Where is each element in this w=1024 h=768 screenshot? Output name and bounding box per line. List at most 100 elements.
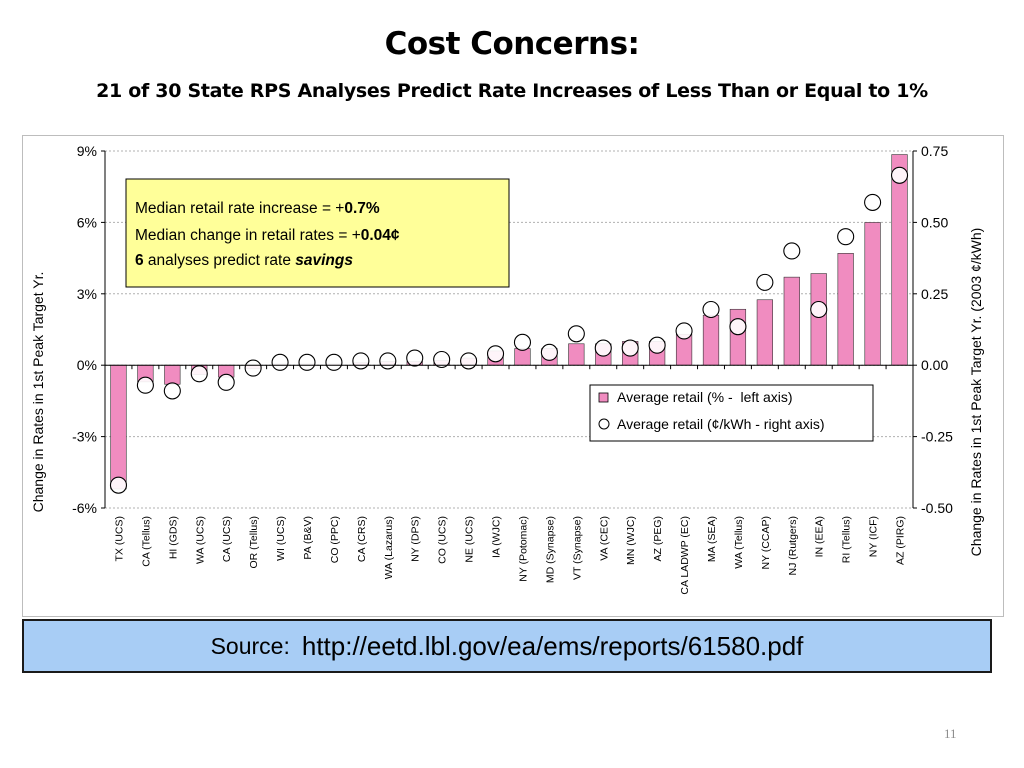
source-banner: Source: http://eetd.lbl.gov/ea/ems/repor… [22,619,992,673]
category-label: NY (DPS) [410,516,422,562]
data-point [486,345,505,363]
category-label: HI (GDS) [167,516,179,559]
data-point [810,300,828,319]
data-point [406,349,424,367]
y-tick-label: 9% [77,143,97,159]
category-label: CO (PPC) [329,516,341,563]
y2-tick-label: 0.00 [921,357,948,373]
bar [729,308,747,366]
annotation-line-1: Median retail rate increase = +0.7% [135,200,380,217]
category-label: AZ (PEG) [652,516,664,562]
category-label: MA (SEA) [706,516,718,562]
y2-tick-label: -0.50 [921,500,953,516]
source-link[interactable]: http://eetd.lbl.gov/ea/ems/reports/61580… [301,630,804,661]
data-point [675,322,693,340]
bar [756,299,773,366]
category-label: NJ (Rutgers) [787,516,799,576]
y2-tick-label: -0.25 [921,429,953,445]
data-point [783,242,801,260]
data-point [271,353,289,371]
data-point [702,300,720,319]
data-point [217,373,235,391]
bar [810,273,827,366]
y-tick-label: 0% [77,357,97,373]
y-axis-label: Change in Rates in 1st Peak Target Yr. [30,272,46,513]
category-label: CO (UCS) [437,516,449,564]
bar [702,314,720,366]
data-point [379,352,397,370]
category-label: CA (Tellus) [140,516,152,567]
data-point [190,365,208,383]
data-point [352,352,370,370]
data-point [648,336,666,354]
bar [783,276,800,366]
bar-chart: 9% 6% 3% 0% -3% -6% 0.75 0.50 0.25 0.00 -0.25 -0.50… [30,143,984,595]
data-point [756,273,774,291]
annotation-line-2: Median change in retail rates = +0.04¢ [135,227,400,244]
category-label: WA (UCS) [194,516,206,564]
y-tick-label: -6% [72,500,97,516]
data-point [244,359,262,377]
legend-circle-swatch [598,418,610,430]
y2-tick-label: 0.25 [921,286,948,302]
category-label: CA LADWP (EC) [679,516,691,595]
slide-subtitle: 21 of 30 State RPS Analyses Predict Rate… [96,80,928,102]
legend-item-bars: Average retail (% - left axis) [617,389,793,405]
legend-bar-swatch [598,392,609,403]
data-point [621,339,639,357]
slide-title: Cost Concerns: [384,26,640,62]
category-label: IN (EEA) [814,516,826,557]
data-point [837,228,855,246]
data-point [433,350,451,369]
data-point [567,325,585,343]
chart-container: 9% 6% 3% 0% -3% -6% 0.75 0.50 0.25 0.00 -0.25 -0.50… [22,135,1004,617]
category-label: WA (Lazarus) [383,516,395,579]
data-point [890,166,909,184]
data-point [540,343,558,361]
legend-item-circles: Average retail (¢/kWh - right axis) [617,416,824,432]
data-point [298,353,316,371]
category-label: NE (UCS) [464,516,476,563]
source-label: Source: [210,632,290,659]
data-point [325,353,343,371]
y-tick-label: -3% [72,429,97,445]
data-point [513,333,532,351]
category-label: CA (CRS) [356,516,368,562]
category-label: PA (B&V) [302,516,314,560]
data-point [729,318,747,336]
bar [110,364,127,490]
bar [514,348,531,366]
y2-tick-label: 0.50 [921,214,948,230]
data-point [594,339,612,357]
bar [837,253,854,366]
category-label: WA (Tellus) [733,516,745,569]
y2-axis-label: Change in Rates in 1st Peak Target Yr. (… [968,228,984,557]
data-point [460,352,478,370]
category-label: VA (CEC) [598,516,610,561]
y-tick-label: 6% [77,214,97,230]
axes [101,150,917,509]
y-tick-label: 3% [77,286,97,302]
bar [568,343,585,366]
category-label: NY (Potomac) [517,516,529,582]
legend: Average retail (% - left axis) Average r… [589,384,874,442]
category-label: OR (Tellus) [248,516,260,569]
category-labels: TX (UCS) CA (Tellus) HI (GDS) WA (UCS) CA (U… [113,516,906,595]
category-label: CA (UCS) [221,516,233,562]
category-label: NY (CCAP) [760,516,772,569]
category-label: RI (Tellus) [841,516,853,563]
bar [891,154,908,366]
annotation-callout: Median retail rate increase = +0.7% Medi… [125,178,510,288]
y2-tick-label: 0.75 [921,143,948,159]
data-point [163,382,181,400]
data-point [864,193,882,211]
category-label: WI (UCS) [275,516,287,561]
category-label: IA (WJC) [491,516,503,558]
tick-labels: 9% 6% 3% 0% -3% -6% 0.75 0.50 0.25 0.00 -0.25 -0.50 [72,143,953,516]
category-label: AZ (PIRG) [895,516,907,565]
category-label: MN (WJC) [625,516,637,565]
page-number: 11 [944,726,957,741]
category-label: VT (Synapse) [571,516,583,580]
data-point [109,476,128,494]
annotation-line-3: 6 analyses predict rate savings [135,252,353,269]
